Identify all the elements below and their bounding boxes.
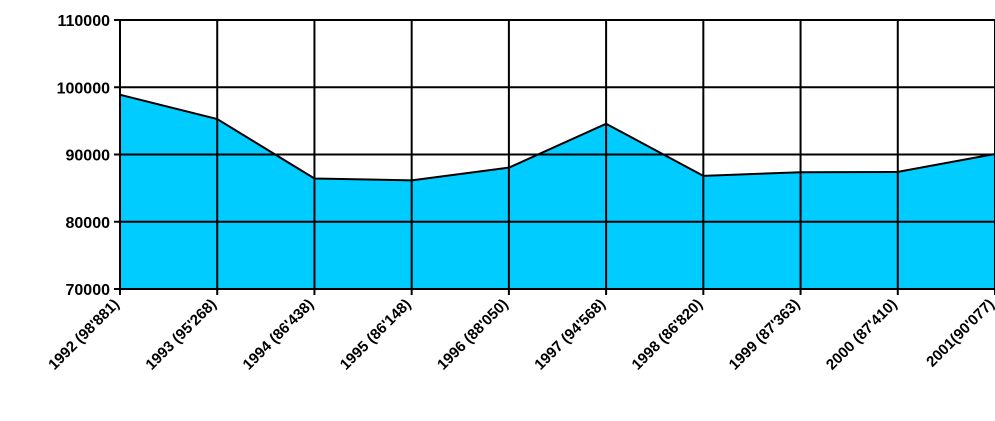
x-axis-tick-labels: 1992 (98'881) 1993 (95'268) 1994 (86'438) 1… [45, 296, 995, 374]
x-tick-label-3: 1995 (86'148) [337, 296, 415, 374]
y-tick-label-4: 110000 [57, 13, 110, 30]
axes [114, 19, 995, 295]
series-line [119, 93, 995, 182]
y-tick-label-2: 90000 [66, 148, 111, 165]
y-axis-tick-labels: 70000 80000 90000 100000 110000 [57, 13, 110, 299]
area-series [120, 94, 995, 290]
x-tick-label-9: 2001(90'077) [923, 296, 995, 371]
x-tick-label-8: 2000 (87'410) [823, 296, 901, 374]
x-tick-label-2: 1994 (86'438) [240, 296, 318, 374]
x-tick-label-1: 1993 (95'268) [142, 296, 220, 374]
area-fill [120, 94, 995, 290]
x-tick-label-0: 1992 (98'881) [45, 296, 123, 374]
y-tick-label-1: 80000 [66, 215, 111, 232]
y-tick-label-3: 100000 [57, 80, 110, 97]
x-tick-label-5: 1997 (94'568) [531, 296, 609, 374]
x-tick-label-7: 1999 (87'363) [726, 296, 804, 374]
x-tick-label-6: 1998 (86'820) [629, 296, 707, 374]
x-tick-label-4: 1996 (88'050) [434, 296, 512, 374]
y-tick-label-0: 70000 [66, 282, 111, 299]
